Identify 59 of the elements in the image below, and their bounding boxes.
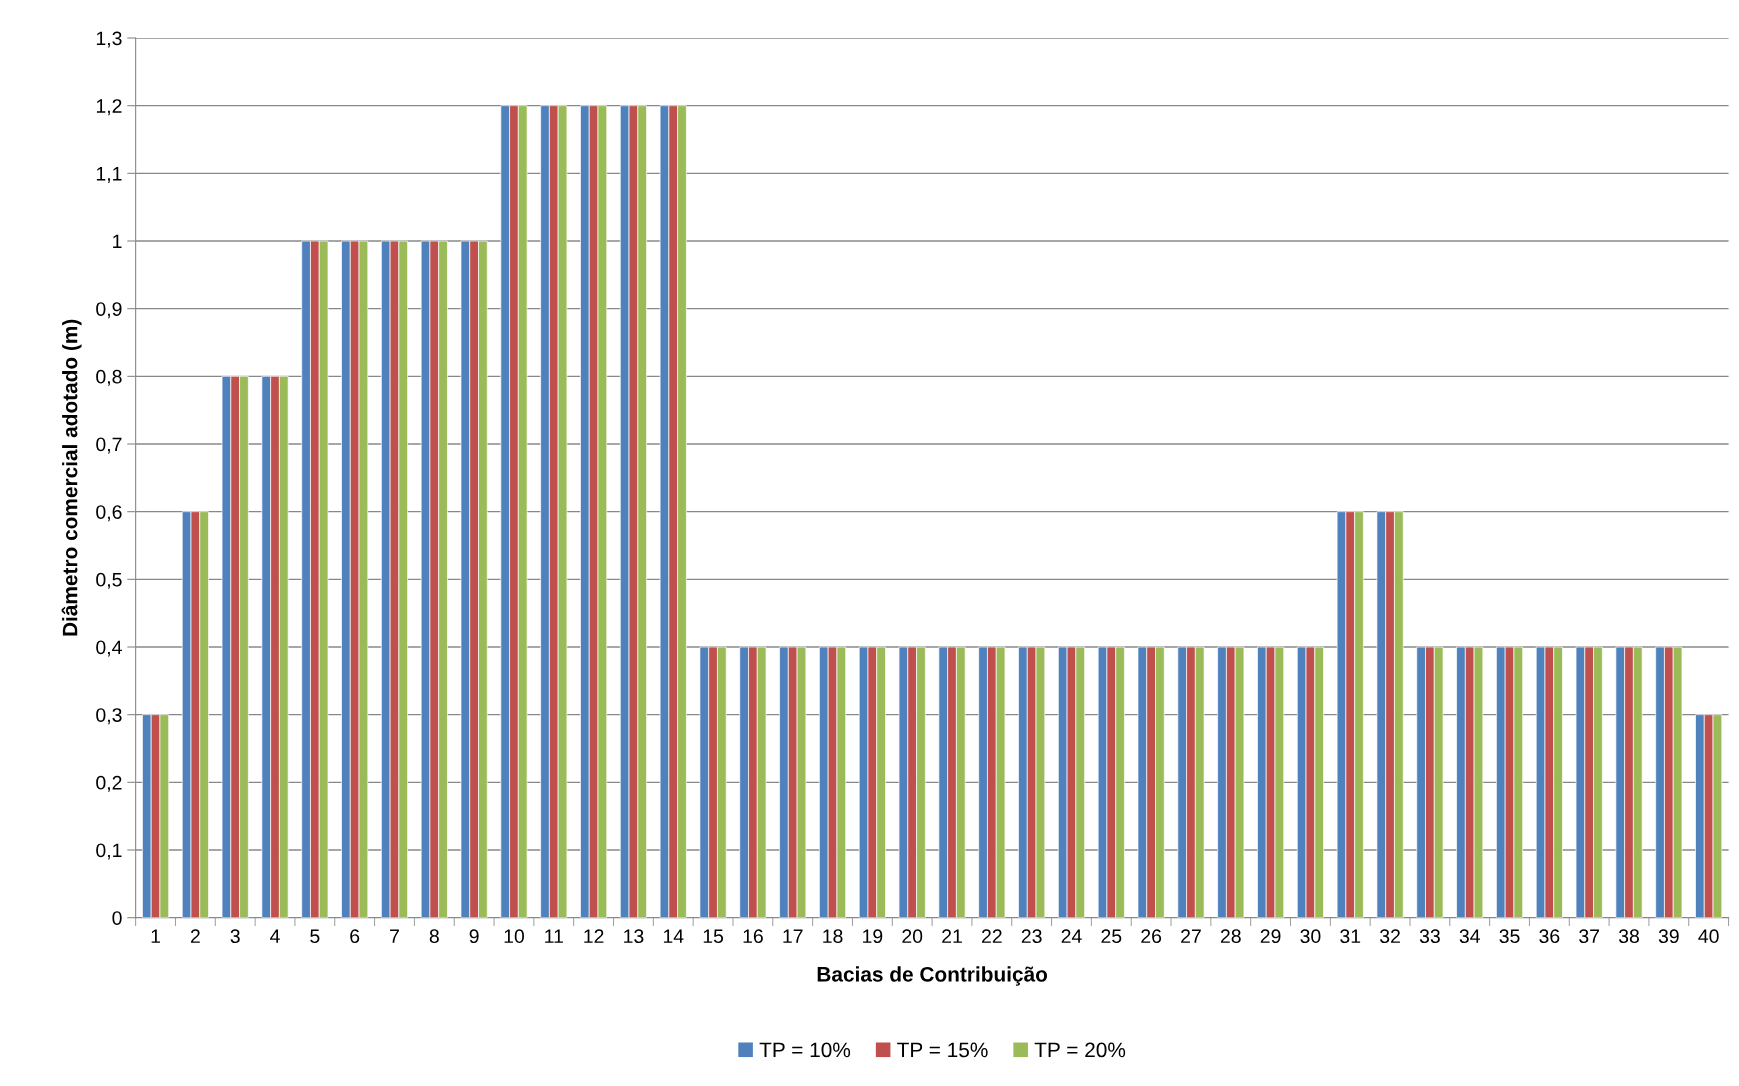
y-tick-label: 0,9 (96, 302, 122, 319)
x-tick-label: 1 (151, 929, 161, 943)
y-tick-label: 0 (112, 911, 122, 925)
y-tick-label: 0,8 (96, 369, 122, 386)
legend-label: TP = 10% (759, 1042, 851, 1058)
y-axis-title: Diâmetro comercial adotado (m) (61, 319, 82, 636)
x-tick-label: 30 (1300, 929, 1321, 944)
x-tick-label: 32 (1380, 929, 1400, 944)
x-tick-label: 9 (469, 929, 479, 944)
y-tick-label: 0,5 (96, 572, 122, 589)
y-tick-label: 0,6 (96, 505, 122, 522)
y-tick-label: 0,1 (96, 843, 122, 860)
y-tick-label: 1,1 (96, 167, 122, 183)
y-tick-label: 0,2 (96, 775, 122, 792)
x-tick-label: 19 (863, 929, 883, 944)
x-tick-label: 4 (270, 929, 280, 943)
x-tick-label: 25 (1101, 929, 1122, 944)
y-tick-label: 1,2 (96, 99, 122, 116)
x-tick-label: 13 (624, 929, 644, 944)
x-tick-label: 36 (1539, 929, 1560, 944)
x-tick-label: 29 (1260, 929, 1281, 944)
x-tick-label: 34 (1459, 929, 1480, 944)
x-tick-label: 40 (1698, 929, 1719, 944)
x-tick-label: 7 (390, 929, 399, 943)
x-tick-label: 11 (545, 929, 563, 943)
x-tick-label: 2 (190, 929, 200, 943)
x-tick-label: 3 (230, 929, 240, 944)
legend-label: TP = 15% (897, 1042, 988, 1058)
x-tick-label: 38 (1618, 929, 1639, 944)
x-tick-label: 17 (783, 929, 803, 943)
x-tick-label: 37 (1579, 929, 1600, 944)
x-tick-label: 24 (1061, 929, 1082, 943)
x-tick-label: 21 (942, 929, 962, 943)
x-tick-label: 31 (1340, 929, 1361, 944)
x-tick-label: 28 (1220, 929, 1241, 944)
y-tick-label: 0,4 (96, 640, 122, 657)
x-tick-label: 12 (584, 929, 604, 943)
x-tick-label: 39 (1658, 929, 1679, 944)
y-tick-label: 0,3 (96, 708, 122, 725)
x-axis-title: Bacias de Contribuição (817, 966, 1048, 986)
x-tick-label: 22 (982, 929, 1002, 943)
x-tick-label: 20 (902, 929, 923, 944)
y-tick-label: 1,3 (96, 31, 122, 48)
x-tick-label: 27 (1181, 929, 1201, 943)
legend-label: TP = 20% (1034, 1042, 1126, 1058)
x-tick-label: 35 (1499, 929, 1520, 944)
x-tick-label: 8 (429, 929, 439, 944)
x-tick-label: 33 (1419, 929, 1440, 944)
x-tick-label: 6 (350, 929, 360, 944)
x-tick-label: 15 (703, 929, 724, 944)
y-tick-label: 0,7 (96, 437, 122, 454)
x-tick-label: 16 (743, 929, 763, 944)
x-tick-label: 23 (1021, 929, 1042, 944)
x-tick-label: 10 (504, 929, 525, 944)
x-tick-label: 18 (823, 929, 843, 944)
x-tick-label: 14 (663, 929, 684, 943)
x-tick-label: 5 (310, 929, 320, 944)
y-tick-label: 1 (113, 234, 122, 249)
x-tick-label: 26 (1141, 929, 1162, 944)
